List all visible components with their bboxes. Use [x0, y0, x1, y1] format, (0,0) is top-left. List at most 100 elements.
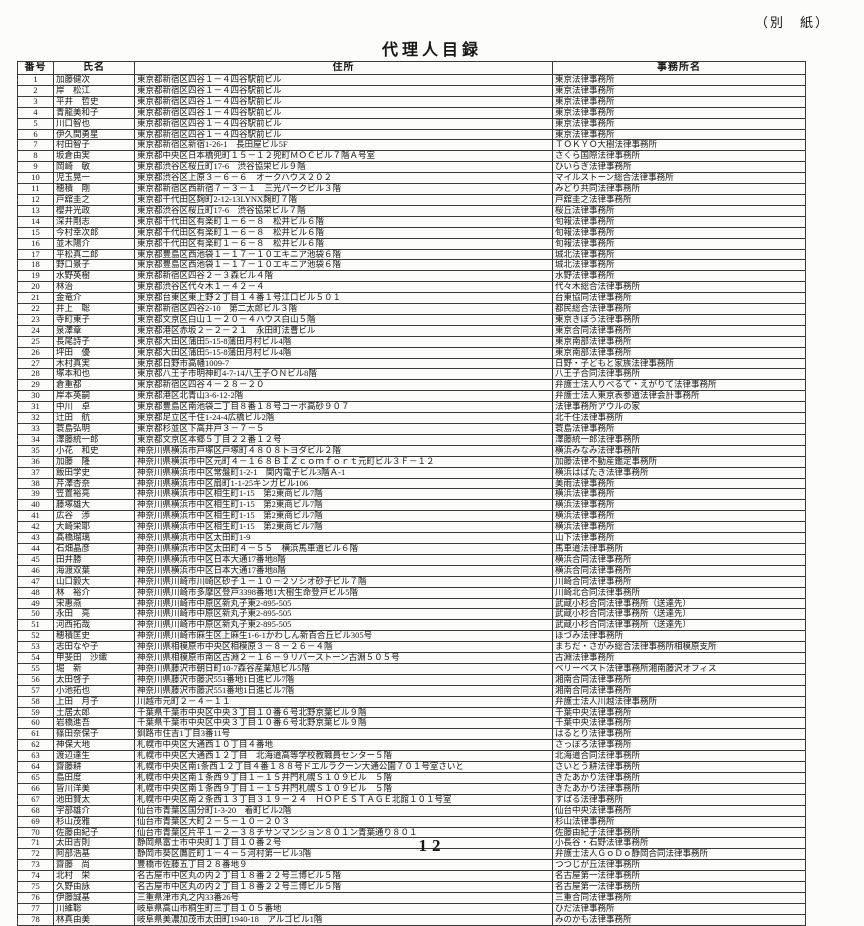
table-row: 13 櫻井光政 東京都渋谷区桜丘町17-6 渋谷協栄ビル７階 桜丘法律事務所	[17, 204, 806, 217]
office-name: まちだ・さがみ総合法律事務所相模原支所	[552, 641, 806, 654]
agent-name: 岸 松江	[53, 84, 135, 97]
agents-table-grid: 番号 氏名 住所 事務所名 1 加藤健次 東京都新宿区四谷１－４四谷駅前ビル 東京法律事務所…	[17, 61, 806, 926]
table-row: 58 上田 月子 川越市元町２－４－１１ 弁護士法人川越法律事務所	[17, 695, 806, 708]
agent-name: 土居太郎	[53, 706, 135, 719]
column-header-0: 番号	[17, 61, 54, 75]
office-name: つつじが丘法律事務所	[552, 859, 806, 872]
table-row: 30 岸本英嗣 東京都港区北青山3-6-12-2階 弁護士法人東京表参道法律会計事務所	[17, 390, 806, 403]
office-name: 名古屋第一法律事務所	[552, 881, 806, 893]
table-row: 47 山口毅大 神奈川県川崎市川崎区砂子１－１０－２ソシオ砂子ビル７階 川崎合同法律事…	[17, 575, 806, 588]
table-row: 28 塚本和也 東京都八王子市明神町4-7-14八王子ＯＮビル8階 八王子合同法律事務…	[17, 368, 806, 381]
table-row: 42 大崎栄耶 神奈川県横浜市中区相生町1-15 第2東商ビル7階 横浜法律事務所	[17, 521, 806, 534]
office-name: 川崎北合同法律事務所	[552, 586, 806, 599]
agent-address: 釧路市住吉1丁目3番11号	[134, 728, 553, 741]
agent-address: 東京都千代田区麹町2-12-13LYNX麹町７階	[134, 193, 553, 206]
row-number: 32	[17, 412, 54, 424]
table-row: 26 坪田 優東京都大田区蒲田5-15-8蒲田月村ビル4階 東京南部法律事務所	[17, 346, 806, 359]
agent-address: 川越市元町２－４－１１	[134, 695, 553, 708]
office-name: 千葉中央法律事務所	[552, 717, 806, 730]
office-name: 東京法律事務所	[552, 106, 806, 119]
agent-address: 神奈川県川崎市中原区新丸子東2-895-505	[134, 619, 553, 632]
office-name: きたあかり法律事務所	[552, 772, 806, 784]
agent-name: 蓑島弘明	[53, 423, 135, 435]
office-name: 横浜合同法律事務所	[552, 564, 806, 577]
row-number: 78	[17, 913, 54, 926]
row-number: 61	[17, 728, 54, 741]
table-row: 15 今村幸次郎 東京都千代田区有楽町１－６－８ 松井ビル６階 旬報法律事務所	[17, 226, 806, 239]
row-number: 11	[17, 183, 54, 195]
agent-address: 神奈川県横浜市中区相生町1-15 第2東商ビル7階	[134, 499, 553, 512]
table-header-row: 番号 氏名 住所 事務所名	[17, 61, 806, 75]
column-header-3: 事務所名	[552, 61, 806, 75]
agent-address: 東京都港区北青山3-6-12-2階	[134, 390, 553, 403]
agent-name: 泉澤章	[53, 324, 135, 337]
agent-address: 東京都大田区蒲田5-15-8蒲田月村ビル4階	[134, 335, 553, 348]
table-row: 5 川口智也 東京都新宿区四谷１－４四谷駅前ビル 東京法律事務所	[17, 117, 806, 130]
row-number: 37	[17, 466, 54, 479]
row-number: 27	[17, 357, 54, 370]
office-name: 武蔵小杉合同法律事務所（送達先）	[552, 597, 806, 610]
agent-address: 神奈川県横浜市戸塚区戸塚町４８０８トヨダビル２階	[134, 444, 553, 457]
table-row: 38 芹澤杏奈 神奈川県横浜市中区扇町1-1-25キンガビル106 美雨法律事務所	[17, 477, 806, 490]
agent-address: 東京都豊島区西池袋１－１７－１０エキニア池袋６階	[134, 248, 553, 261]
row-number: 48	[17, 586, 54, 599]
agent-address: 東京都新宿区四谷１－４四谷駅前ビル	[134, 74, 553, 86]
row-number: 5	[17, 117, 54, 130]
row-number: 56	[17, 673, 54, 686]
row-number: 29	[17, 379, 54, 392]
agent-name: 神保大地	[53, 739, 135, 752]
office-name: 城北法律事務所	[552, 248, 806, 261]
office-name: 古淵法律事務所	[552, 652, 806, 664]
agent-name: 宋惠燕	[53, 597, 135, 610]
office-name: 城北法律事務所	[552, 259, 806, 272]
agents-table: 番号 氏名 住所 事務所名 1 加藤健次 東京都新宿区四谷１－４四谷駅前ビル 東京法律事務所…	[17, 61, 806, 926]
office-name: 東京法律事務所	[552, 84, 806, 97]
agent-name: 深井剛志	[53, 215, 135, 228]
table-row: 31 中川 卓東京都豊島区南池袋二丁目８番１８号コーポ高砂９０７ 法律事務所アウルの…	[17, 401, 806, 414]
row-number: 35	[17, 444, 54, 457]
office-name: 東京南部法律事務所	[552, 346, 806, 359]
table-row: 57 小池拓也 神奈川県藤沢市藤沢551番地1日進ビル7階 湘南合同法律事務所	[17, 684, 806, 697]
table-row: 54 甲斐田 沙織 神奈川県相模原市南区古淵２－１６－９リバーストーン古淵５０５号古…	[17, 652, 806, 664]
agent-address: 神奈川県横浜市中区元町４－１６８ＢＩＺｃｏｍｆｏｒｔ元町ビル３Ｆ－１２	[134, 455, 553, 468]
page-number: 12	[418, 836, 446, 855]
agent-name: 杉山茂雅	[53, 815, 135, 828]
row-number: 36	[17, 455, 54, 468]
office-name: きたあかり法律事務所	[552, 782, 806, 795]
row-number: 64	[17, 761, 54, 773]
agent-name: 戸舘圭之	[53, 193, 135, 206]
table-row: 52 穂積匡史 神奈川県川崎市麻生区上麻生1-6-1かわしん新百合丘ビル305号 ほづ…	[17, 630, 806, 643]
table-row: 9 岡崎 敏東京都渋谷区桜丘町17-6 渋谷協栄ビル９階 ひいらぎ法律事務所	[17, 161, 806, 174]
agent-name: 伊久間勇星	[53, 128, 135, 141]
agent-address: 東京都渋谷区桜丘町17-6 渋谷協栄ビル９階	[134, 161, 553, 174]
table-row: 64 齋藤耕 札幌市中央区南1条西１２丁目４番１８８号ドエルラクーン大通公園７０１号…	[17, 761, 806, 773]
table-row: 19 水野英樹 東京都新宿区四谷２－３森ビル４階 水野法律事務所	[17, 270, 806, 283]
office-name: ベリーベスト法律事務所湘南藤沢オフィス	[552, 662, 806, 675]
agent-name: 倉重都	[53, 379, 135, 392]
office-name: 桜丘法律事務所	[552, 204, 806, 217]
agent-address: 仙台市青葉区大町２－５－１０－２０３	[134, 815, 553, 828]
agent-name: 齋藤耕	[53, 761, 135, 773]
table-row: 67 池田賢太 札幌市中央区南２条西１３丁目３１９－２４ ＨＯＰＥＳＴＡＧＥ北館１０…	[17, 793, 806, 806]
agent-name: 林 裕介	[53, 586, 135, 599]
row-number: 43	[17, 532, 54, 544]
row-number: 44	[17, 542, 54, 555]
office-name: ひだ法律事務所	[552, 902, 806, 915]
table-row: 27 木村真実 東京都日野市高幡1009-7 日野・子どもと家族法律事務所	[17, 357, 806, 370]
office-name: さっぽろ法律事務所	[552, 739, 806, 752]
agent-name: 芹澤杏奈	[53, 477, 135, 490]
office-name: 武蔵小杉合同法律事務所（送達先）	[552, 608, 806, 621]
row-number: 63	[17, 750, 54, 763]
agent-address: 東京都新宿区四谷２－３森ビル４階	[134, 270, 553, 283]
table-row: 32 辻田 航東京都足立区千住1-24-4広橋ビル2階 北千住法律事務所	[17, 412, 806, 424]
agent-address: 神奈川県川崎市中原区新丸子東2-895-505	[134, 608, 553, 621]
agent-name: 皆川洋美	[53, 782, 135, 795]
agent-address: 東京都新宿区四谷１－４四谷駅前ビル	[134, 106, 553, 119]
table-row: 4 青龍美和子 東京都新宿区四谷１－４四谷駅前ビル 東京法律事務所	[17, 106, 806, 119]
agent-address: 神奈川県藤沢市藤沢551番地1日進ビル7階	[134, 673, 553, 686]
agent-address: 東京都渋谷区代々木１－４２－４	[134, 281, 553, 294]
agent-address: 東京都新宿区四谷１－４四谷駅前ビル	[134, 84, 553, 97]
agent-address: 神奈川県藤沢市藤沢551番地1日進ビル7階	[134, 684, 553, 697]
table-row: 37 飯田学史 神奈川県横浜市中区常盤町1-2-1 関内電子ビル3階Ａ-1 横浜はばた…	[17, 466, 806, 479]
table-row: 44 石畑晶彦 神奈川県横浜市中区太田町４－５５ 横浜馬車道ビル６階 馬車道法律事務所	[17, 542, 806, 555]
